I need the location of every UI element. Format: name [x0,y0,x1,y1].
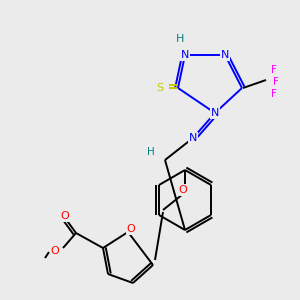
Text: F: F [271,65,277,75]
Text: F: F [271,89,277,99]
Text: N: N [181,50,189,60]
Text: O: O [127,224,135,234]
Text: N: N [189,133,197,143]
Text: O: O [51,246,59,256]
Text: N: N [211,108,219,118]
Text: F: F [273,77,279,87]
Text: H: H [147,147,155,157]
Text: O: O [61,211,69,221]
Text: O: O [178,185,188,195]
Text: H: H [176,34,184,44]
Text: N: N [221,50,229,60]
Text: S: S [156,83,164,93]
